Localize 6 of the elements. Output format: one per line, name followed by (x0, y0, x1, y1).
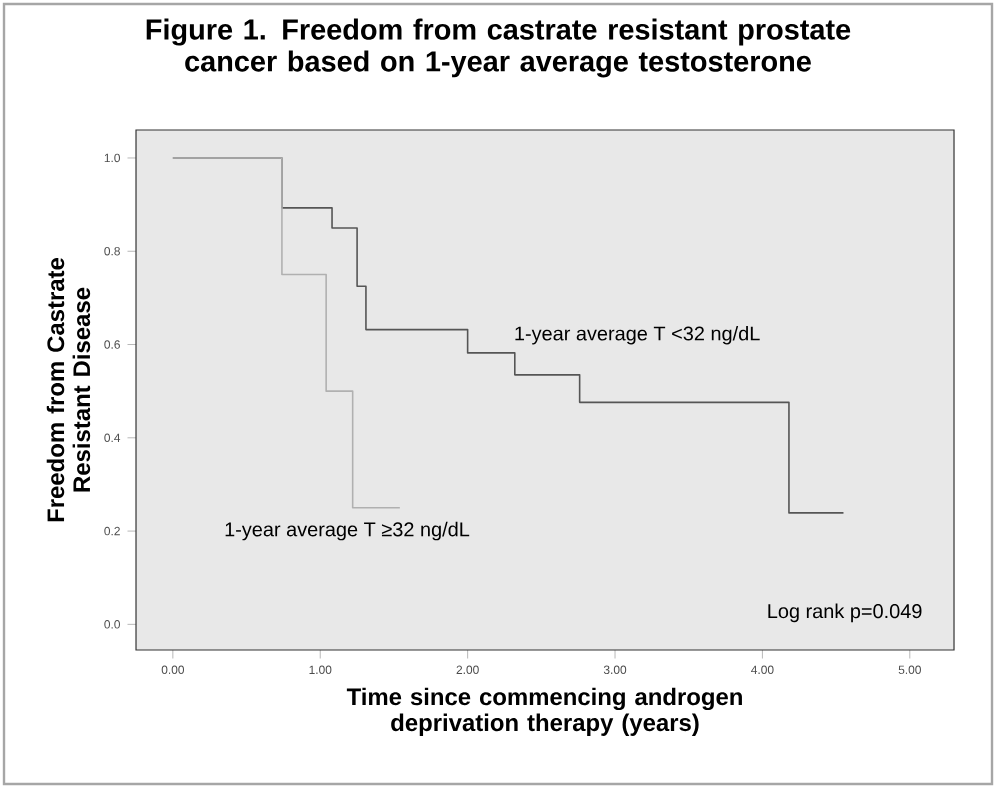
series-label: 1-year average T <32 ng/dL (515, 325, 760, 345)
series-label: 1-year average T ≥32 ng/dL (225, 521, 470, 541)
y-axis-title: Freedom from Castrate Resistant Disease (46, 258, 91, 522)
chart-title: Figure 1. Freedom from castrate resistant prostate cancer based on 1-year average testosterone (146, 18, 851, 78)
x-axis-title: Time since commencing androgen deprivation therapy (years) (346, 687, 742, 736)
annotation: Log rank p=0.049 (768, 603, 922, 623)
